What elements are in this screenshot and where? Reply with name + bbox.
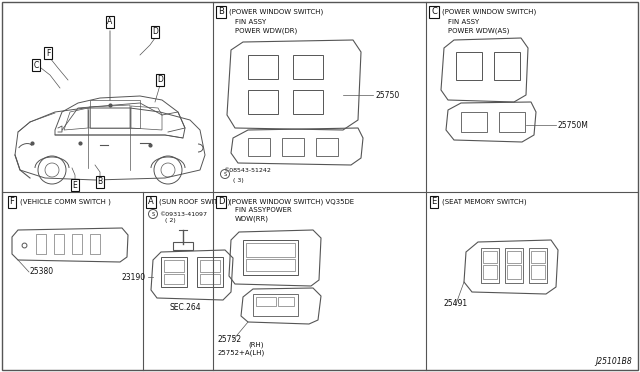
Bar [200,260,220,272]
Bar [481,248,499,283]
Bar [531,251,545,263]
Text: A: A [148,198,154,206]
Text: C: C [33,61,38,70]
Bar [164,260,184,272]
Bar [248,138,270,156]
Bar [253,294,298,316]
Text: ©08543-51242: ©08543-51242 [223,168,271,173]
Text: WDW(RR): WDW(RR) [235,215,269,221]
Text: ©09313-41097: ©09313-41097 [159,212,207,217]
Text: F: F [10,198,15,206]
Bar [200,274,220,284]
Bar [293,55,323,79]
Bar [197,257,223,287]
Bar [316,138,338,156]
Text: (RH): (RH) [248,342,264,349]
Text: (SUN ROOF SWITCH): (SUN ROOF SWITCH) [159,199,230,205]
Bar [531,265,545,279]
Bar [248,90,278,114]
Bar [90,100,140,128]
Bar [248,55,278,79]
Text: 23190: 23190 [122,273,146,282]
Bar [173,242,193,250]
Text: (POWER WINDOW SWITCH): (POWER WINDOW SWITCH) [442,9,536,15]
Text: (POWER WINDOW SWITCH) VQ35DE: (POWER WINDOW SWITCH) VQ35DE [229,199,354,205]
Bar [72,234,82,254]
Bar [529,248,547,283]
Bar [505,248,523,283]
Text: C: C [431,7,437,16]
Text: (SEAT MEMORY SWITCH): (SEAT MEMORY SWITCH) [442,199,527,205]
Text: (POWER WINDOW SWITCH): (POWER WINDOW SWITCH) [229,9,323,15]
Text: 25750: 25750 [375,90,399,99]
Text: POWER WDW(DR): POWER WDW(DR) [235,28,297,35]
Text: B: B [97,177,102,186]
Bar [278,297,294,306]
Text: FIN ASSY: FIN ASSY [448,19,479,25]
Text: S: S [152,212,155,217]
Text: F: F [46,48,50,58]
Text: J25101B8: J25101B8 [595,357,632,366]
Text: 25380: 25380 [29,267,53,276]
Bar [36,234,46,254]
Text: FIN ASSY: FIN ASSY [235,19,266,25]
Bar [282,138,304,156]
Text: 25752: 25752 [218,336,242,344]
Bar [90,234,100,254]
Text: 25752+A(LH): 25752+A(LH) [218,349,265,356]
Bar [293,90,323,114]
Text: A: A [108,17,113,26]
Bar [507,251,521,263]
Bar [507,265,521,279]
Bar [461,112,487,132]
Bar [243,240,298,275]
Text: FIN ASSYPOWER: FIN ASSYPOWER [235,207,292,213]
Text: B: B [218,7,224,16]
Text: D: D [218,198,224,206]
Text: (VEHICLE COMM SWITCH ): (VEHICLE COMM SWITCH ) [20,199,111,205]
Bar [161,257,187,287]
Bar [494,52,520,80]
Text: D: D [157,76,163,84]
Bar [246,243,295,257]
Bar [164,274,184,284]
Text: E: E [72,180,77,189]
Bar [483,251,497,263]
Bar [256,297,276,306]
Text: ( 3): ( 3) [233,178,244,183]
Bar [499,112,525,132]
Bar [483,265,497,279]
Text: E: E [431,198,436,206]
Text: S: S [223,172,227,177]
Text: SEC.264: SEC.264 [169,303,201,312]
Bar [456,52,482,80]
Text: D: D [152,28,158,36]
Bar [54,234,64,254]
Text: POWER WDW(AS): POWER WDW(AS) [448,28,509,35]
Bar [246,259,295,271]
Text: 25491: 25491 [444,299,468,308]
Text: 25750M: 25750M [558,121,589,129]
Text: ( 2): ( 2) [165,218,176,223]
